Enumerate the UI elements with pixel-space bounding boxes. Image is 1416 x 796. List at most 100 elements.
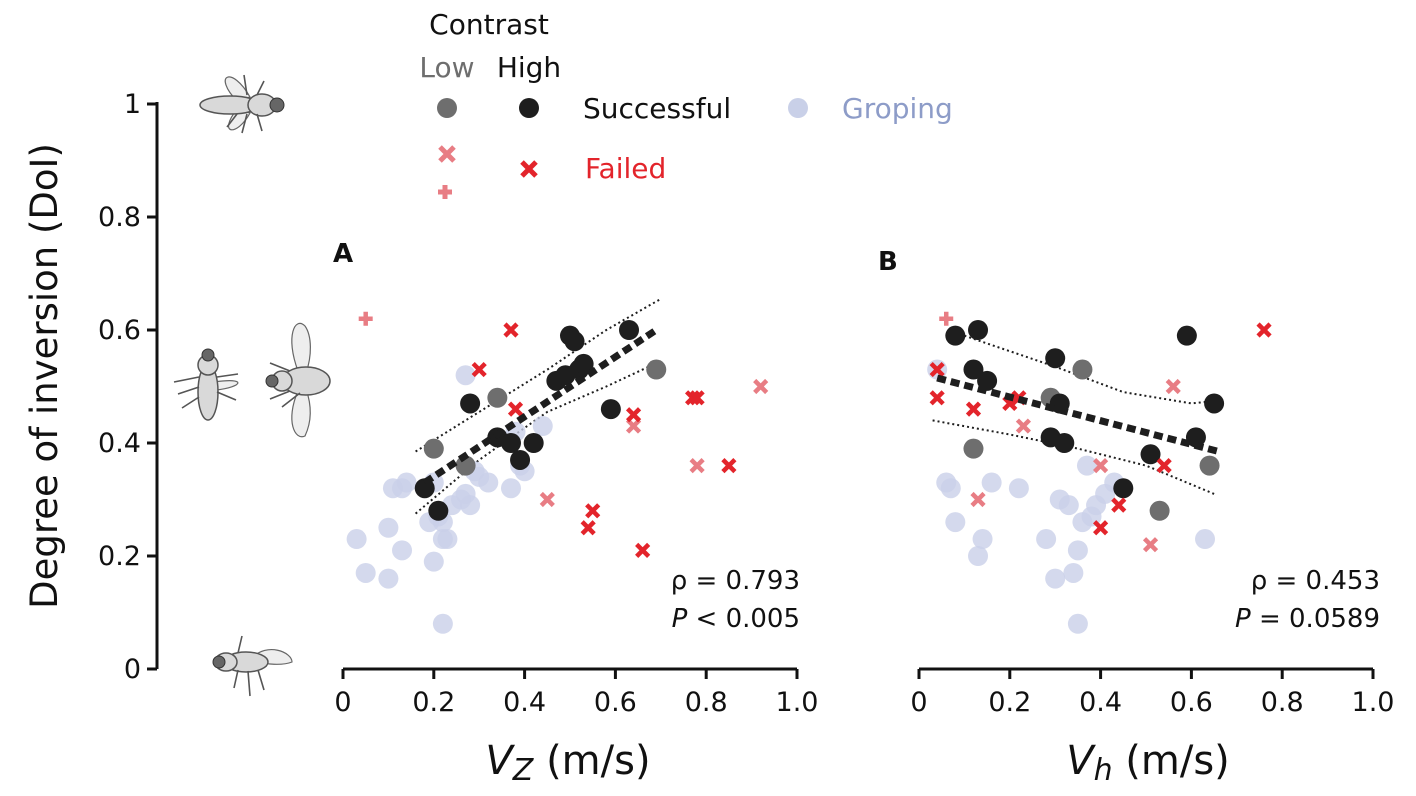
panel-b-failed-low-point — [1015, 418, 1032, 434]
panel-a-groping-point — [532, 416, 553, 437]
panel-a-ci-upper — [415, 298, 662, 453]
panel-a-failed-high-point — [580, 520, 596, 536]
legend-successful-low-marker — [437, 98, 457, 118]
panel-b-failed-high-point — [1111, 497, 1127, 513]
panel-a-failed-high-point — [689, 390, 705, 406]
panel-b-label: B — [878, 247, 898, 277]
panel-a-groping-point — [355, 562, 376, 583]
panel-a-successful-high-point — [523, 433, 544, 453]
legend-low-label: Low — [419, 51, 474, 84]
panel-a-failed-low-point — [539, 491, 555, 508]
panel-a-ci-lower — [414, 360, 662, 515]
legend-failed-high-marker — [520, 160, 538, 178]
panel-b-successful-high-point — [977, 370, 998, 391]
panel-b-groping-point — [1058, 495, 1079, 516]
y-tick-label: 0 — [124, 654, 141, 685]
panel-b-successful-high-point — [1140, 444, 1161, 465]
panel-a-groping-point — [455, 365, 476, 386]
panel-b-successful-high-point — [1045, 348, 1066, 369]
fly-inverted-illustration — [212, 635, 293, 697]
legend-failed-low-plus-marker — [438, 185, 452, 199]
panel-b-groping-point — [968, 546, 989, 566]
panel-b-successful-high-point — [963, 359, 984, 380]
panel-b-groping-point — [1195, 529, 1216, 550]
panel-a-p-value: P < 0.005 — [672, 604, 800, 634]
panel-a-x-axis-label: VZ (m/s) — [485, 738, 650, 788]
legend-successful-high-marker — [519, 98, 539, 118]
panel-a: A 0 0.2 0.4 0.6 0.8 1.0 VZ (m/s) ρ = 0.793 P … — [333, 239, 818, 788]
legend-successful-label: Successful — [583, 92, 731, 125]
panel-b-successful-low-point — [1149, 500, 1170, 521]
panel-a-x-tick-label: 0.6 — [594, 687, 637, 718]
panel-a-x-tick-label: 1.0 — [776, 687, 819, 718]
panel-a-groping-point — [432, 613, 453, 634]
panel-b-x-tick-label: 1.0 — [1352, 687, 1395, 718]
panel-a-groping-point — [500, 478, 521, 499]
panel-a-failed-high-point — [585, 503, 601, 519]
panel-b-successful-high-point — [968, 320, 989, 340]
panel-b-groping-point — [940, 478, 961, 499]
y-ticks: 0 0.2 0.4 0.6 0.8 1 — [98, 89, 157, 685]
panel-b: B 0 0.2 0.4 0.6 0.8 1.0 Vh (m/s) ρ = 0.453 P … — [878, 247, 1394, 788]
panel-a-failed-high-point — [635, 542, 651, 558]
panel-a-failed-high-point — [503, 322, 519, 338]
panel-a-successful-high-point — [428, 500, 449, 521]
panel-b-trend-line — [936, 374, 1220, 455]
panel-b-ci-upper — [964, 334, 1219, 405]
panel-a-groping-point — [478, 472, 499, 493]
legend-contrast-title: Contrast — [429, 8, 549, 41]
panel-a-successful-high-point — [619, 320, 640, 340]
fly-wings-open-illustration — [265, 323, 331, 438]
y-tick-label: 0.8 — [98, 202, 141, 233]
panel-b-successful-low-point — [1199, 455, 1220, 476]
y-tick-label: 1 — [124, 89, 141, 120]
legend-high-label: High — [497, 51, 561, 84]
panel-a-rho: ρ = 0.793 — [671, 566, 800, 596]
panel-b-groping-point — [1045, 568, 1066, 589]
panel-b-x-axis-label: Vh (m/s) — [1066, 738, 1230, 788]
legend-groping-marker — [788, 98, 808, 118]
panel-b-failed-low-point — [1165, 378, 1181, 395]
panel-b-successful-low-point — [1072, 359, 1093, 380]
panel-a-failed-low-plus-point — [358, 311, 373, 326]
panel-a-failed-high-point — [507, 401, 524, 417]
panel-b-confidence-band — [932, 334, 1219, 495]
panel-b-failed-high-point — [929, 361, 945, 378]
panel-a-trend-line — [422, 327, 659, 486]
panel-a-x-ticks: 0 0.2 0.4 0.6 0.8 1.0 — [334, 669, 818, 718]
panel-a-groping-point — [378, 517, 399, 538]
panel-b-rho: ρ = 0.453 — [1251, 566, 1380, 596]
panel-b-groping-point — [972, 529, 993, 550]
panel-a-successful-high-point — [600, 399, 621, 420]
fly-sideways-illustration — [173, 348, 239, 421]
panel-a-groping-point — [392, 540, 413, 561]
panel-b-successful-high-point — [1204, 393, 1225, 414]
panel-a-successful-high-point — [460, 393, 481, 414]
legend-groping-label: Groping — [842, 92, 953, 125]
y-tick-label: 0.6 — [98, 315, 141, 346]
panel-a-groping-point — [396, 472, 417, 493]
panel-b-x-tick-label: 0 — [910, 687, 927, 718]
panel-a-failed-low-point — [689, 458, 705, 474]
panel-b-trend — [936, 374, 1220, 455]
panel-b-groping-point — [1008, 478, 1029, 499]
panel-a-groping-point — [378, 568, 399, 589]
panel-b-p-value: P = 0.0589 — [1235, 604, 1380, 634]
legend-failed-low-x-marker — [438, 145, 456, 163]
y-axis-label: Degree of inversion (DoI) — [23, 143, 66, 609]
panel-b-x-ticks: 0 0.2 0.4 0.6 0.8 1.0 — [910, 669, 1394, 718]
panel-b-failed-high-point — [929, 390, 945, 406]
panel-b-groping-point — [945, 512, 966, 533]
panel-a-successful-high-point — [573, 353, 594, 374]
panel-a-groping-point — [346, 529, 367, 550]
panel-b-points — [927, 311, 1272, 634]
panel-b-failed-high-point — [1256, 322, 1272, 338]
panel-a-successful-high-point — [500, 433, 521, 453]
legend: Contrast Low High Successful Failed Grop… — [419, 8, 953, 199]
panel-b-failed-low-plus-point — [939, 311, 954, 326]
panel-b-failed-low-point — [1093, 458, 1109, 474]
panel-a-failed-high-point — [684, 390, 701, 406]
panel-a-x-tick-label: 0 — [334, 687, 351, 718]
panel-b-failed-high-point — [965, 401, 982, 417]
